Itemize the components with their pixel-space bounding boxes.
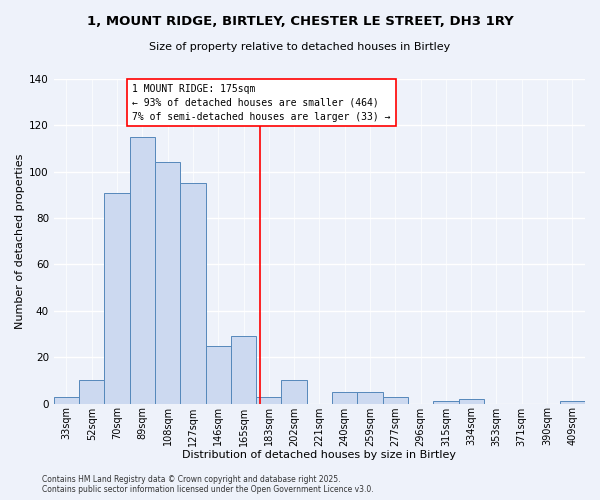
Bar <box>54 396 79 404</box>
Text: Contains public sector information licensed under the Open Government Licence v3: Contains public sector information licen… <box>42 485 374 494</box>
Bar <box>155 162 180 404</box>
Bar <box>383 396 408 404</box>
Bar <box>130 137 155 404</box>
Text: 1 MOUNT RIDGE: 175sqm
← 93% of detached houses are smaller (464)
7% of semi-deta: 1 MOUNT RIDGE: 175sqm ← 93% of detached … <box>132 84 391 122</box>
Bar <box>180 184 206 404</box>
Bar <box>206 346 231 404</box>
Bar <box>560 401 585 404</box>
Text: Size of property relative to detached houses in Birtley: Size of property relative to detached ho… <box>149 42 451 52</box>
Bar <box>433 401 458 404</box>
Bar <box>281 380 307 404</box>
X-axis label: Distribution of detached houses by size in Birtley: Distribution of detached houses by size … <box>182 450 457 460</box>
Bar <box>79 380 104 404</box>
Y-axis label: Number of detached properties: Number of detached properties <box>15 154 25 329</box>
Bar <box>358 392 383 404</box>
Bar <box>256 396 281 404</box>
Bar <box>104 192 130 404</box>
Bar <box>332 392 358 404</box>
Text: 1, MOUNT RIDGE, BIRTLEY, CHESTER LE STREET, DH3 1RY: 1, MOUNT RIDGE, BIRTLEY, CHESTER LE STRE… <box>86 15 514 28</box>
Bar <box>458 399 484 404</box>
Bar <box>231 336 256 404</box>
Text: Contains HM Land Registry data © Crown copyright and database right 2025.: Contains HM Land Registry data © Crown c… <box>42 475 341 484</box>
